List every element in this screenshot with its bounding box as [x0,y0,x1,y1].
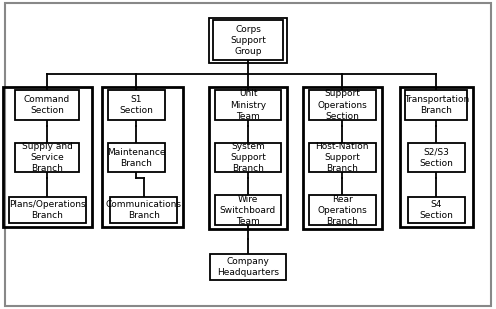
Text: Corps
Support
Group: Corps Support Group [230,25,266,56]
Text: Support
Operations
Section: Support Operations Section [317,90,367,121]
Text: Host-Nation
Support
Branch: Host-Nation Support Branch [315,142,369,173]
Text: Wire
Switchboard
Team: Wire Switchboard Team [220,195,276,226]
Bar [408,143,465,172]
Bar [214,143,282,172]
Bar [110,197,178,223]
Bar [209,18,287,63]
Bar [309,90,376,120]
Text: S4
Section: S4 Section [420,200,453,220]
Bar [214,90,282,120]
Bar [108,90,165,120]
Text: Transportation
Branch: Transportation Branch [404,95,469,115]
Bar [309,143,376,172]
Text: Maintenance
Branch: Maintenance Branch [107,147,166,168]
Bar [108,143,165,172]
Text: Supply and
Service
Branch: Supply and Service Branch [22,142,72,173]
Bar [209,254,287,281]
Bar [102,87,184,227]
Bar [9,197,85,223]
Bar [303,87,382,229]
Text: Command
Section: Command Section [24,95,70,115]
Text: S2/S3
Section: S2/S3 Section [420,147,453,168]
Bar [15,90,79,120]
Text: Communications
Branch: Communications Branch [106,200,182,220]
Bar [309,195,376,225]
Bar [15,143,79,172]
Bar [400,87,473,227]
Text: Unit
Ministry
Team: Unit Ministry Team [230,90,266,121]
Bar [208,87,288,229]
Text: System
Support
Branch: System Support Branch [230,142,266,173]
Text: Rear
Operations
Branch: Rear Operations Branch [317,195,367,226]
Text: S1
Section: S1 Section [120,95,153,115]
Bar [214,195,282,225]
Bar [3,87,91,227]
Bar [213,20,283,60]
Bar [406,90,467,120]
Bar [408,197,465,223]
Text: Company
Headquarters: Company Headquarters [217,257,279,277]
Text: Plans/Operations
Branch: Plans/Operations Branch [9,200,85,220]
